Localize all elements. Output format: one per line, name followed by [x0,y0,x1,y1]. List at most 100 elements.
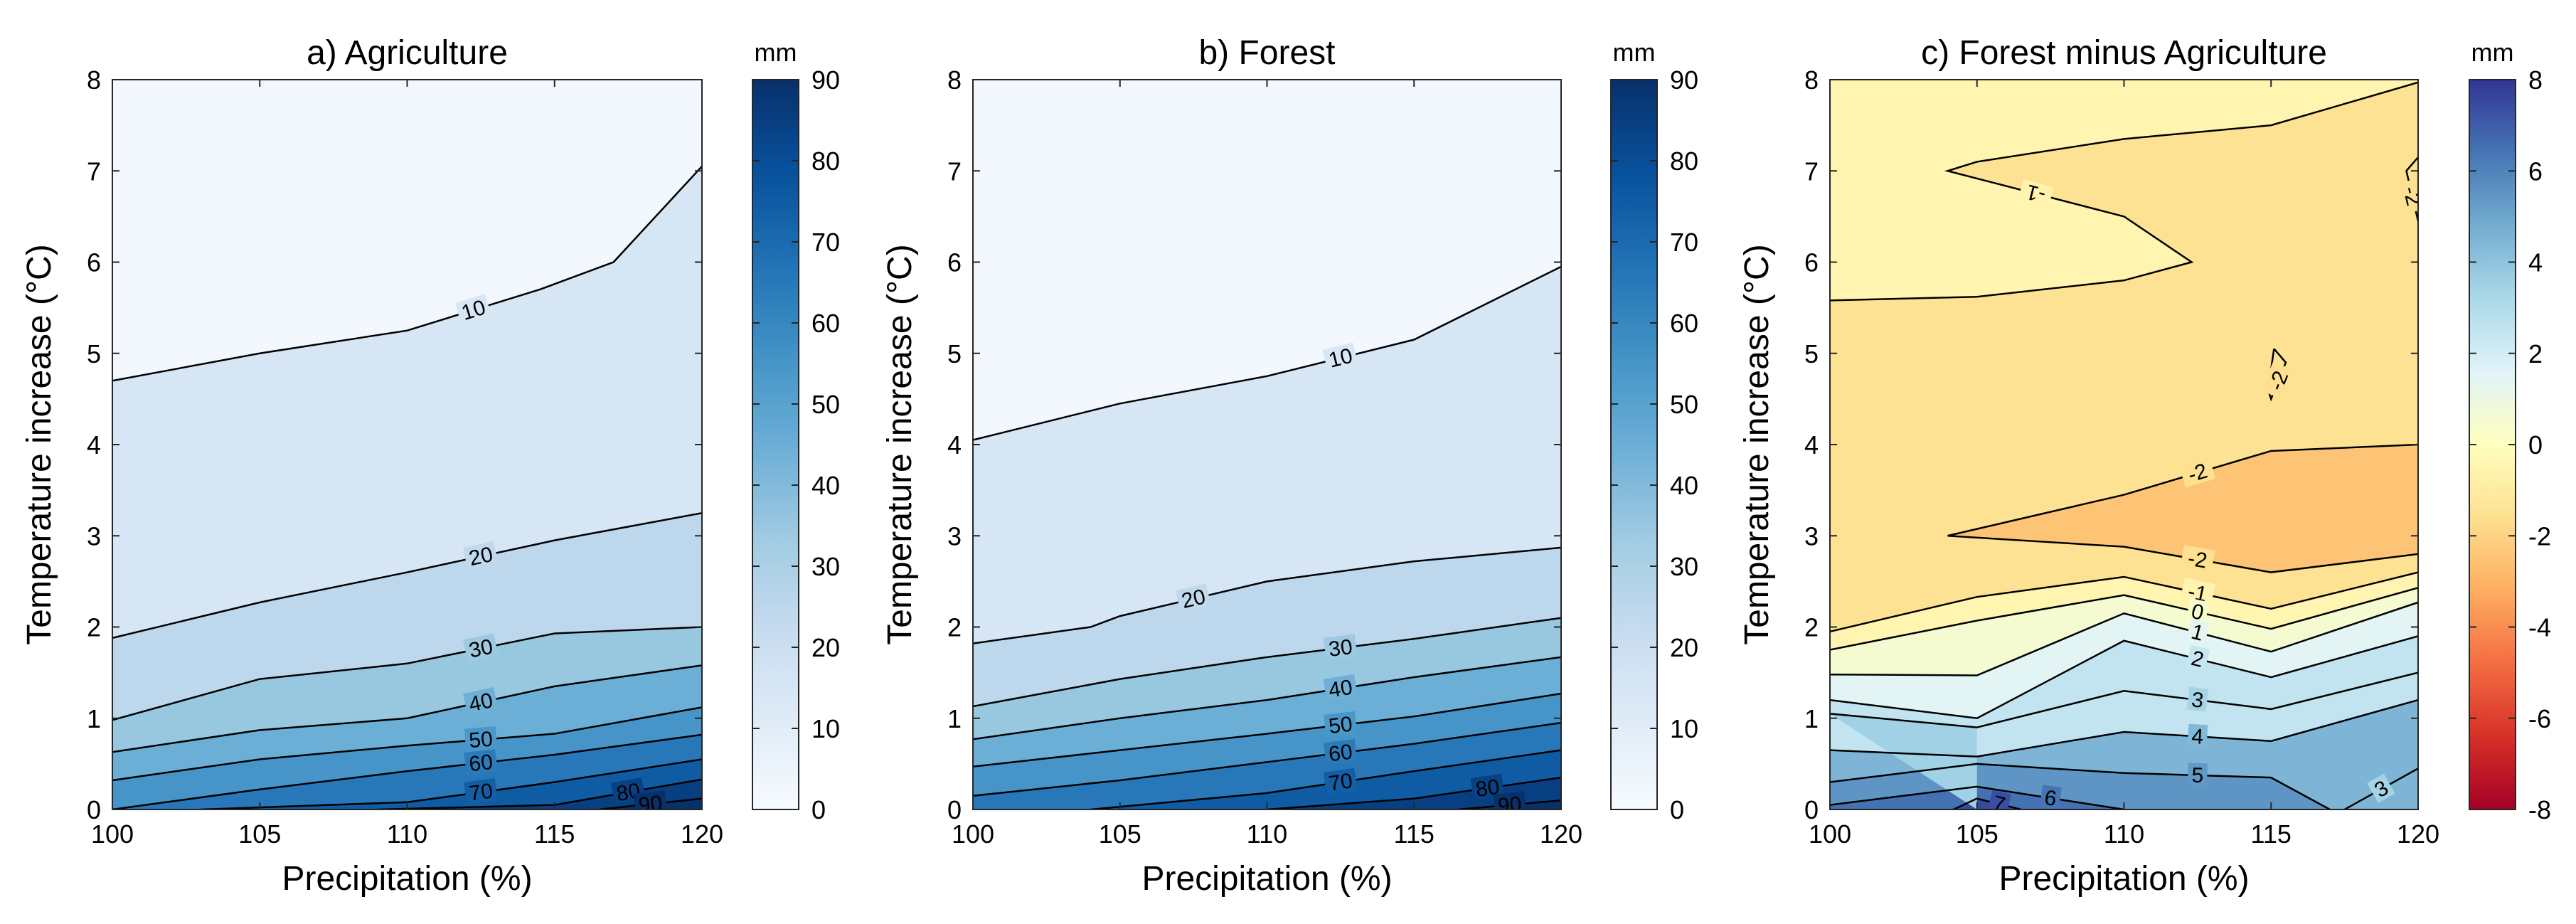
filled-contours [973,266,1561,809]
band-above-70 [201,759,702,809]
contour-line-30 [112,626,702,721]
colorbar-tick-label: 60 [811,309,840,338]
colorbar-unit-label: mm [2471,38,2514,67]
contour-label-60: 60 [1327,740,1353,767]
colorbar-tick-label: 0 [2528,430,2543,460]
y-tick-label: 4 [1804,430,1819,460]
contour-label-90: 90 [1497,792,1523,818]
y-tick-label: 7 [87,156,101,186]
contour-label-60: 60 [468,750,494,776]
band-corner-3 [1830,713,1977,809]
x-tick-label: 110 [387,819,427,849]
colorbar-tick-label: 70 [811,228,840,257]
contour-line-6 [1830,785,2124,809]
x-tick-label: 120 [1540,819,1582,849]
band-below-minus2 [1947,445,2418,573]
contour-line-3 [1830,671,2418,728]
y-tick-label: 8 [947,65,962,95]
colorbar-tick-label: -4 [2528,613,2551,642]
y-tick-label: 0 [1804,795,1819,824]
contour-label-20: 20 [1179,585,1208,613]
colorbar-tick-label: 90 [1670,65,1698,95]
y-tick-label: 3 [87,521,101,551]
colorbar: -8 -6 -4 -2 0 2 4 6 8 mm [2469,38,2551,824]
colorbar-unit-label: mm [755,38,797,67]
contour-label-3: 3 [2191,688,2205,713]
contour-label-90: 90 [637,792,664,817]
colorbar-tick-label: 50 [1670,390,1698,419]
colorbar-tick-label: 6 [2528,156,2543,186]
panel-title: c) Forest minus Agriculture [1921,34,2327,72]
colorbar-tick-label: 8 [2528,65,2543,95]
colorbar-tick-label: 20 [811,633,840,662]
contour-line--1 [1830,571,2418,633]
y-tick-label: 6 [947,248,962,277]
colorbar-tick-label: 50 [811,390,840,419]
x-tick-label: 100 [952,819,994,849]
y-tick-label: 5 [87,339,101,368]
contour-label--2: -2 [2186,547,2209,573]
panel-title: a) Agriculture [307,34,508,72]
colorbar-tick-label: 70 [1670,228,1698,257]
contour-line-1 [1830,601,2418,676]
y-tick-label: 2 [947,613,962,642]
contour-label-10: 10 [1326,344,1355,373]
contour-line-60 [112,733,702,809]
colorbar-tick-label: 2 [2528,339,2543,368]
y-tick-label: 2 [87,613,101,642]
x-tick-label: 100 [1809,819,1851,849]
band-above-80 [1267,777,1561,809]
contour-line-2 [1830,635,2418,720]
y-tick-label: 8 [1804,65,1819,95]
x-tick-label: 105 [238,819,281,849]
colorbar-tick-label: 10 [811,714,840,743]
colorbar-gradient [2469,79,2516,810]
colorbar-tick-label: -8 [2528,795,2551,824]
y-tick-label: 3 [947,521,962,551]
contour-line-10 [973,265,1561,441]
contour-line-5 [1830,763,2331,809]
x-tick-label: 105 [1099,819,1141,849]
colorbar-unit-label: mm [1613,38,1656,67]
contour-line-50 [112,706,702,782]
contour-label-50: 50 [468,728,494,753]
colorbar-tick-label: 30 [1670,552,1698,581]
colorbar-tick-label: 60 [1670,309,1698,338]
contour-line-80 [1267,776,1561,809]
x-tick-label: 115 [2251,819,2292,849]
y-tick-label: 0 [947,795,962,824]
contour-line-4 [1830,699,2418,758]
contour-label-30: 30 [1327,635,1353,662]
colorbar-tick-label: 0 [1670,795,1684,824]
y-tick-label: 0 [87,795,101,824]
contour-line-30 [973,617,1561,708]
contour-label-70: 70 [1327,769,1354,796]
colorbar-tick-label: -2 [2528,521,2551,551]
x-tick-label: 120 [2397,819,2439,849]
contour-line-40 [973,656,1561,740]
y-tick-label: 3 [1804,521,1819,551]
x-tick-label: 110 [2104,819,2144,849]
contour-label-70: 70 [467,780,494,806]
contour-label-4: 4 [2191,725,2204,749]
colorbar-tick-label: 0 [811,795,826,824]
x-tick-label: 110 [1247,819,1287,849]
colorbar-tick-label: 40 [1670,471,1698,500]
y-axis-label: Temperature increase (°C) [21,244,58,644]
y-tick-label: 7 [1804,156,1819,186]
contour-label-40: 40 [1327,676,1354,703]
x-axis-label: Precipitation (%) [1998,860,2249,898]
contour-line-60 [973,721,1561,797]
x-tick-label: 120 [681,819,723,849]
contour-line-50 [973,692,1561,768]
y-tick-label: 1 [87,704,101,733]
y-tick-label: 8 [87,65,101,95]
y-axis-label: Temperature increase (°C) [1738,244,1776,644]
colorbar-tick-label: 4 [2528,248,2543,277]
